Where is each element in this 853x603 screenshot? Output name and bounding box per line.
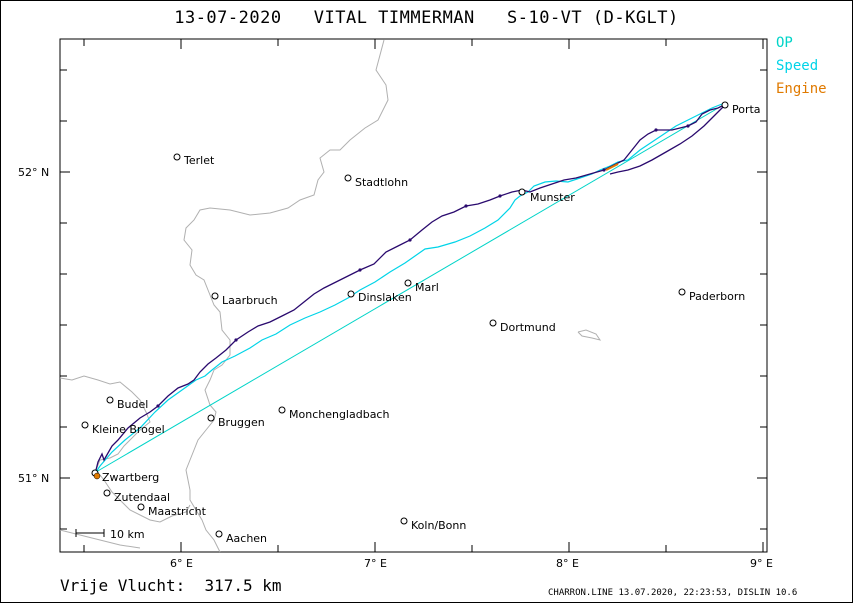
op-track (95, 103, 726, 473)
lake (577, 329, 602, 341)
flight-track (91, 103, 727, 475)
city-monchengladbach: Monchengladbach (289, 408, 389, 421)
city-aachen: Aachen (226, 532, 267, 545)
city-markers (81, 101, 729, 538)
city-zwartberg: Zwartberg (102, 471, 159, 484)
city-laarbruch: Laarbruch (222, 294, 278, 307)
software-stamp: CHARRON.LINE 13.07.2020, 22:23:53, DISLI… (548, 588, 798, 598)
city-munster: Munster (530, 191, 575, 204)
lon-label-7: 7° E (364, 557, 387, 570)
city-budel: Budel (117, 398, 148, 411)
border-nl-de-south (185, 369, 221, 553)
border-nl-de-north (183, 39, 389, 371)
map-title: 13-07-2020 VITAL TIMMERMAN S-10-VT (D-KG… (174, 8, 679, 28)
scale-bar (75, 529, 105, 537)
engine-segment (605, 163, 619, 171)
city-stadtlohn: Stadtlohn (355, 176, 408, 189)
start-marker (93, 472, 101, 480)
city-paderborn: Paderborn (689, 290, 745, 303)
city-terlet: Terlet (183, 154, 215, 167)
city-dortmund: Dortmund (500, 321, 556, 334)
city-zutendaal: Zutendaal (114, 491, 170, 504)
lon-label-8: 8° E (556, 557, 579, 570)
lat-label-51: 51° N (18, 472, 49, 485)
track-markers (156, 124, 690, 408)
city-dinslaken: Dinslaken (358, 291, 412, 304)
axis-ticks (60, 39, 767, 552)
lat-label-52: 52° N (18, 166, 49, 179)
city-maastricht: Maastricht (148, 505, 207, 518)
border-be-nl (59, 375, 191, 523)
city-bruggen: Bruggen (218, 416, 265, 429)
city-porta: Porta (732, 103, 761, 116)
legend-op: OP (776, 35, 793, 51)
city-koln-bonn: Koln/Bonn (411, 519, 466, 532)
scale-bar-label: 10 km (110, 528, 145, 541)
border-lux (59, 529, 141, 549)
lon-label-9: 9° E (750, 557, 773, 570)
legend-engine: Engine (776, 81, 827, 97)
city-kleine-brogel: Kleine Brogel (92, 423, 165, 436)
city-marl: Marl (415, 281, 439, 294)
lon-label-6: 6° E (170, 557, 193, 570)
plot-border (59, 38, 768, 553)
legend-speed: Speed (776, 58, 819, 74)
free-flight-distance: Vrije Vlucht: 317.5 km (60, 576, 282, 595)
